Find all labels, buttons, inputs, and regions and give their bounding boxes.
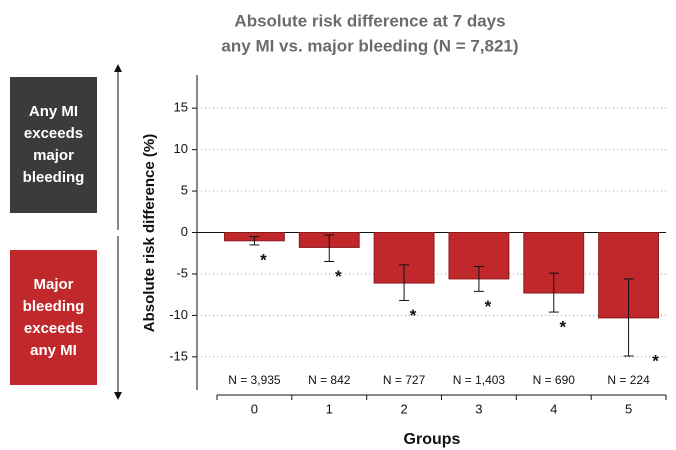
- sample-size: N = 3,935: [228, 373, 281, 387]
- significance-marker: *: [410, 306, 417, 325]
- x-axis-label: Groups: [404, 431, 461, 448]
- y-tick-label: 10: [174, 141, 188, 156]
- chart-subtitle: any MI vs. major bleeding (N = 7,821): [221, 36, 518, 55]
- x-tick-label: 0: [251, 401, 258, 416]
- significance-marker: *: [260, 250, 267, 269]
- y-tick-label: 5: [181, 182, 188, 197]
- y-axis-label: Absolute risk difference (%): [141, 134, 158, 332]
- chart-title: Absolute risk difference at 7 days: [234, 11, 505, 30]
- y-tick-label: -15: [169, 348, 188, 363]
- y-tick-label: -5: [176, 265, 188, 280]
- annotation-box: Major bleeding exceeds any MI: [10, 250, 97, 385]
- significance-marker: *: [652, 351, 659, 370]
- x-tick-label: 4: [550, 401, 557, 416]
- annotation-box: Any MI exceeds major bleeding: [10, 77, 97, 213]
- y-tick-label: 0: [181, 224, 188, 239]
- significance-marker: *: [485, 297, 492, 316]
- significance-marker: *: [335, 267, 342, 286]
- x-tick-label: 2: [400, 401, 407, 416]
- sample-size: N = 727: [383, 373, 426, 387]
- x-tick-label: 3: [475, 401, 482, 416]
- sample-size: N = 842: [308, 373, 351, 387]
- x-tick-label: 1: [326, 401, 333, 416]
- sample-size: N = 1,403: [453, 373, 506, 387]
- significance-marker: *: [559, 318, 566, 337]
- y-tick-label: 15: [174, 100, 188, 115]
- y-tick-label: -10: [169, 307, 188, 322]
- x-tick-label: 5: [625, 401, 632, 416]
- sample-size: N = 224: [607, 373, 650, 387]
- sample-size: N = 690: [533, 373, 576, 387]
